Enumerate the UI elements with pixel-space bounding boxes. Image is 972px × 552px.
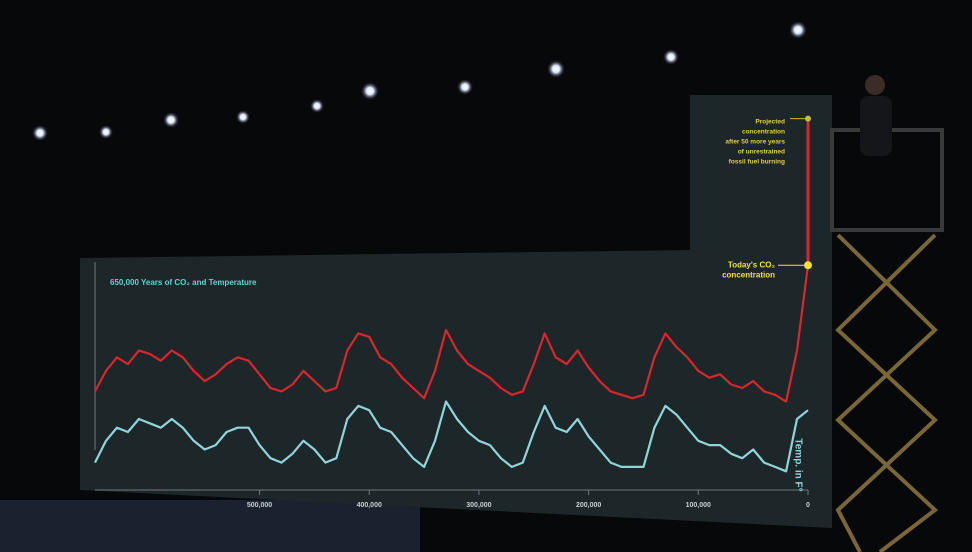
chart-title: 650,000 Years of CO₂ and Temperature: [110, 278, 257, 287]
y2-axis-label: Temp. in F°: [792, 438, 803, 491]
x-tick-label: 0: [806, 502, 810, 509]
data-line: [94, 400, 809, 473]
today-annotation: Today's CO₂: [728, 260, 776, 269]
x-tick-label: 400,000: [357, 502, 382, 509]
projection-screen: [80, 95, 832, 528]
chart: 500,000 400,000 300,000 200,000 100,000 0 Temp…: [94, 115, 812, 509]
presenter: [860, 75, 892, 156]
projection-annotation: concentration: [742, 128, 785, 135]
ceiling-lights: [32, 21, 807, 141]
projection-annotation: of unrestrained: [738, 148, 785, 155]
projection-annotation: Projected: [755, 118, 785, 125]
x-tick-label: 200,000: [576, 502, 601, 509]
floor: [0, 500, 420, 552]
today-marker: [804, 261, 812, 270]
x-tick-label: 300,000: [466, 502, 491, 509]
x-tick-label: 500,000: [247, 502, 272, 509]
today-annotation: concentration: [722, 270, 775, 279]
projection-marker: [805, 115, 811, 122]
projection-annotation: fossil fuel burning: [729, 158, 785, 165]
data-line: [94, 265, 810, 403]
x-tick-label: 100,000: [686, 502, 711, 509]
projection-annotation: after 50 more years: [725, 138, 785, 145]
